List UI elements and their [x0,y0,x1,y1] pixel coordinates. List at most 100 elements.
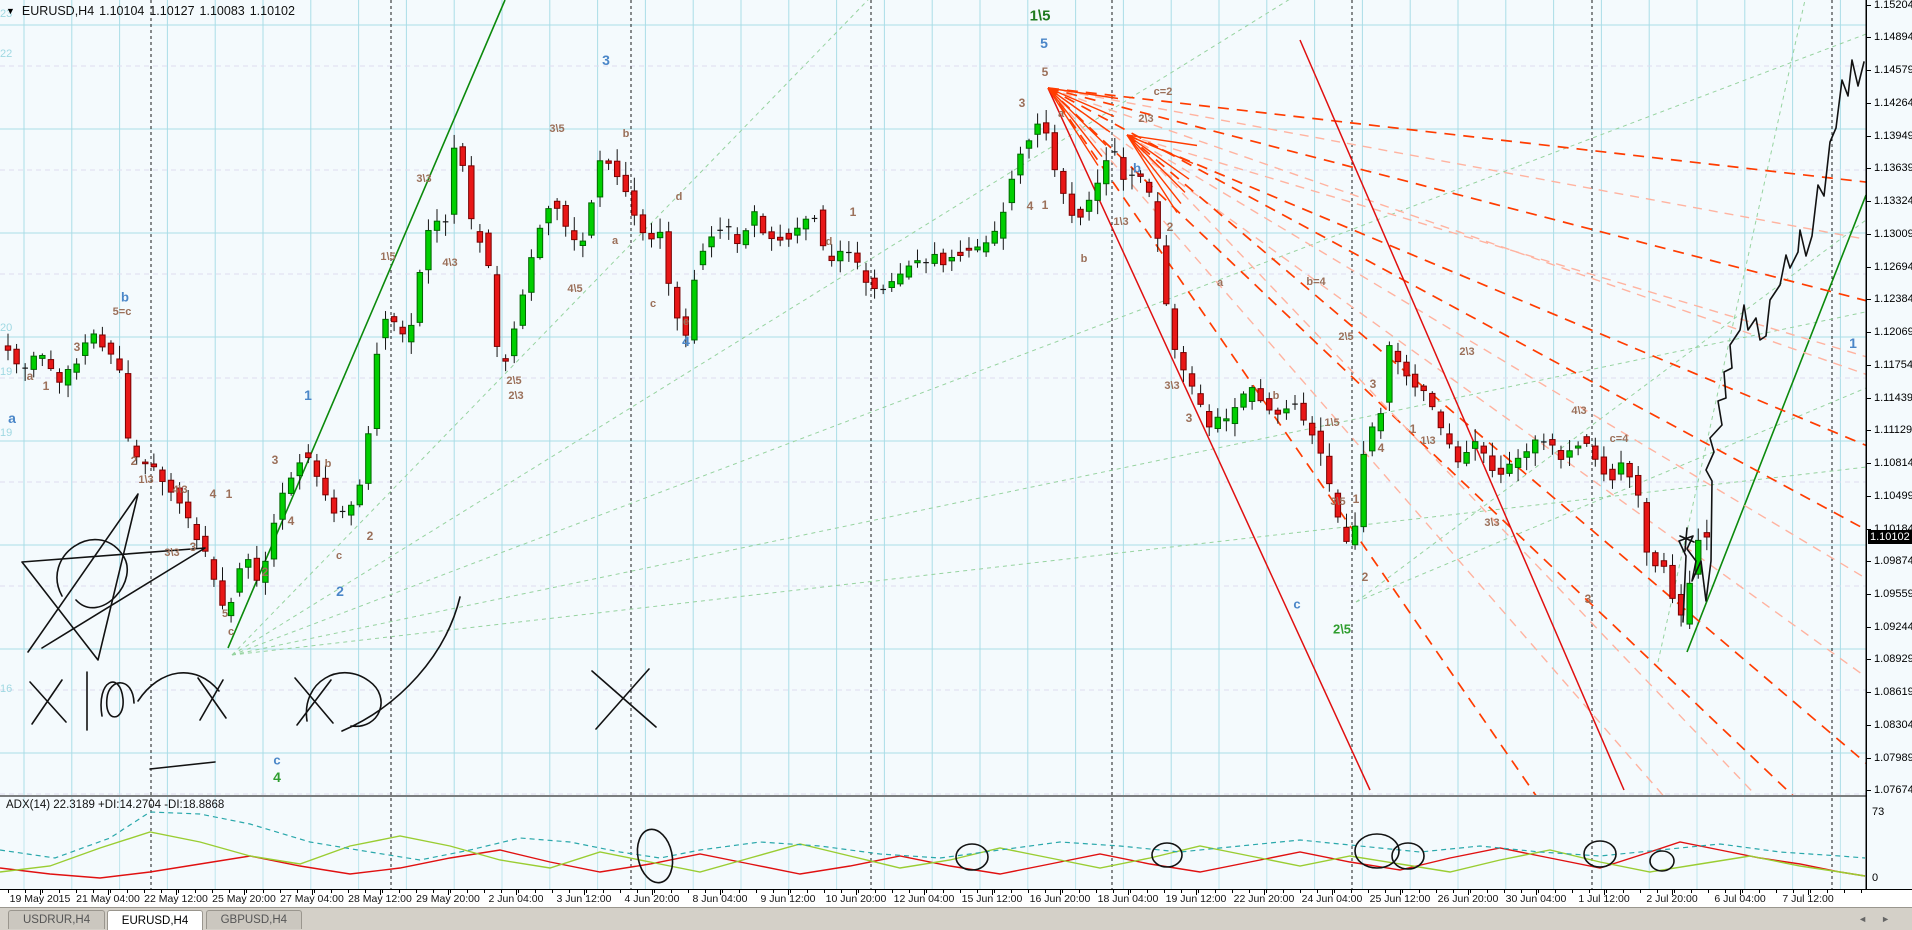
time-tick-major [652,890,653,895]
time-tick [824,890,825,893]
wave-label: c [649,298,657,310]
chart-tab-eurusd[interactable]: EURUSD,H4 [106,910,204,930]
time-tick [671,890,672,893]
time-tick [25,890,26,893]
wave-label: c [227,626,235,638]
wave-label: 2\5 [506,375,522,387]
price-tick [1867,430,1871,432]
time-tick [1096,890,1097,893]
wave-label: 2\3 [1138,113,1154,125]
scroll-left-icon[interactable]: ◄ [1858,914,1882,924]
price-tick [1867,626,1871,628]
time-tick [42,890,43,893]
time-tick [773,890,774,893]
wave-label: 2 [1166,220,1174,234]
price-tick [1867,659,1871,661]
time-tick [1827,890,1828,893]
time-tick-major [380,890,381,895]
time-tick [1589,890,1590,893]
indicator-value-label: ADX(14) 22.3189 +DI:14.2704 -DI:18.8868 [6,799,225,811]
time-tick [1334,890,1335,893]
tab-scroll-arrows[interactable]: ◄► [1858,914,1904,924]
quote-close: 1.10102 [249,4,295,18]
time-tick [892,890,893,893]
time-tick [1555,890,1556,893]
chevron-down-icon[interactable]: ▼ [6,6,15,16]
price-label: 1.09874 [1874,554,1912,567]
time-tick-major [1196,890,1197,895]
time-tick [909,890,910,893]
time-tick [195,890,196,893]
time-tick [620,890,621,893]
wave-label: 3\3 [416,173,432,185]
time-label: 4 Jun 20:00 [624,893,680,905]
wave-label: d [825,236,833,248]
wave-label: 3 [1369,377,1377,391]
time-label: 24 Jun 04:00 [1301,893,1363,905]
time-tick-major [1400,890,1401,895]
time-tick [501,890,502,893]
time-label: 27 May 04:00 [280,893,344,905]
wave-label: 3 [271,453,279,467]
time-tick [1521,890,1522,893]
time-tick [1776,890,1777,893]
time-tick [1504,890,1505,893]
time-tick-major [1264,890,1265,895]
wave-label: 3 [1584,592,1592,606]
time-label: 3 Jun 12:00 [556,893,612,905]
time-tick [1691,890,1692,893]
time-tick-major [1604,890,1605,895]
time-tick [178,890,179,893]
chart-canvas[interactable] [0,0,1912,889]
chart-tab-usdrur[interactable]: USDRUR,H4 [8,910,106,929]
price-label: 1.14264 [1874,97,1912,110]
time-tick [705,890,706,893]
wave-label: a [8,410,16,426]
time-axis[interactable]: 19 May 2015 21 May 04:00 22 May 12:00 25 Ma… [0,889,1912,908]
time-tick [552,890,553,893]
time-tick [1419,890,1420,893]
price-label: 1.14894 [1874,31,1912,44]
time-tick [1385,890,1386,893]
chart-tab-gbpusd[interactable]: GBPUSD,H4 [205,910,303,929]
time-tick-major [244,890,245,895]
time-tick-major [1468,890,1469,895]
wave-label: d [675,191,683,203]
scroll-right-icon[interactable]: ► [1881,914,1904,924]
time-tick [161,890,162,893]
time-label: 2 Jun 04:00 [488,893,544,905]
time-tick [1793,890,1794,893]
wave-label: a [26,369,34,383]
time-tick-major [176,890,177,895]
wave-label: 1 [42,379,50,393]
time-tick [1487,890,1488,893]
wave-label: 3\5 [549,123,565,135]
time-tick [246,890,247,893]
time-label: 25 May 20:00 [212,893,276,905]
time-label: 1 Jul 12:00 [1578,893,1630,905]
time-tick [1368,890,1369,893]
price-tick [1867,462,1871,464]
time-label: 19 Jun 12:00 [1165,893,1227,905]
time-label: 6 Jul 04:00 [1714,893,1766,905]
grid-level-fragment: 19 [0,427,13,439]
wave-label: 3 [602,52,610,68]
time-tick [212,890,213,893]
time-tick [875,890,876,893]
time-tick [1062,890,1063,893]
price-tick [1867,560,1871,562]
wave-label: 3 [1018,96,1026,110]
quote-high: 1.10127 [149,4,195,18]
wave-label: 2\3 [1459,346,1475,358]
time-label: 2 Jul 20:00 [1646,893,1698,905]
time-tick [1725,890,1726,893]
time-tick [1538,890,1539,893]
price-tick [1867,790,1871,792]
price-tick [1867,495,1871,497]
price-label: 1.12069 [1874,325,1912,338]
time-tick [8,890,9,893]
price-scale[interactable]: 1.15204 1.14894 1.14579 1.14264 1.13949 1.136… [1866,0,1912,889]
time-tick [1181,890,1182,893]
time-tick-major [40,890,41,895]
price-tick [1867,364,1871,366]
